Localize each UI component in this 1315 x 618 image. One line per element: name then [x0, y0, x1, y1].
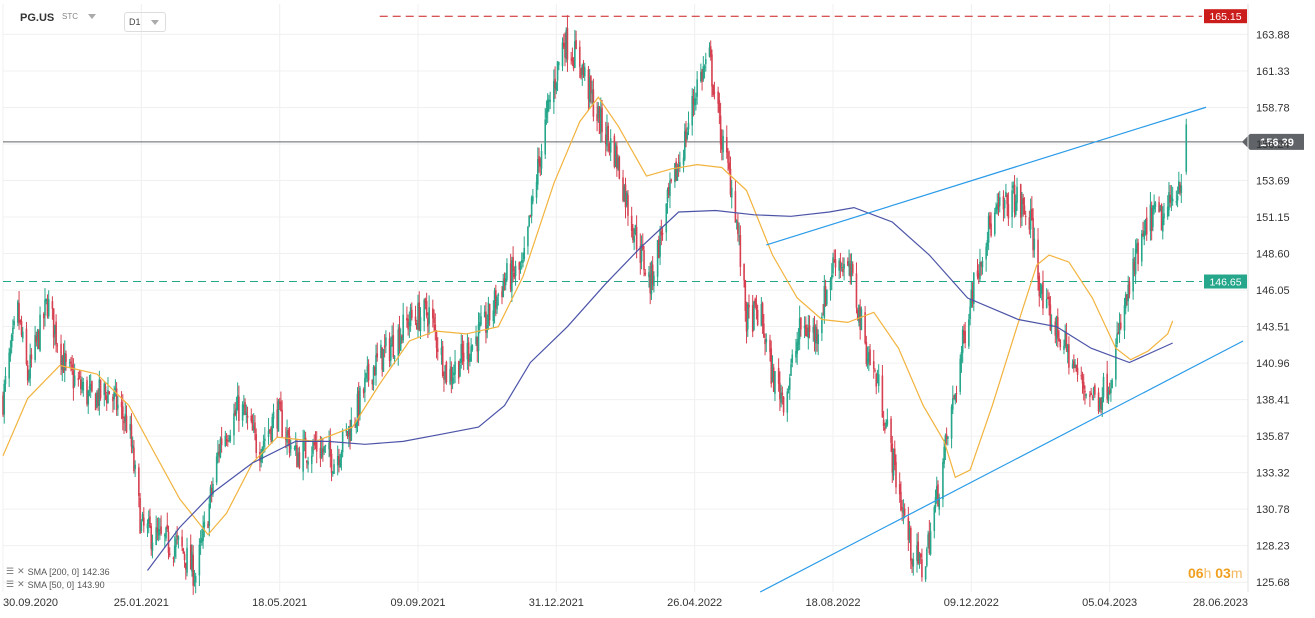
- settings-icon[interactable]: ☰: [6, 579, 15, 589]
- y-tick-label: 143.51: [1256, 322, 1290, 334]
- trendline-channel-upper: [766, 106, 1207, 246]
- y-tick-label: 125.68: [1256, 577, 1290, 589]
- candlestick-series: [2, 15, 1188, 595]
- x-tick-label: 18.08.2022: [805, 597, 860, 609]
- timeframe-select[interactable]: D1: [124, 12, 166, 32]
- y-tick-label: 128.23: [1256, 541, 1290, 553]
- support-label-box: [1204, 274, 1247, 289]
- y-tick-label: 138.41: [1256, 395, 1290, 407]
- y-tick-label: 156.24: [1256, 139, 1290, 151]
- x-tick-label: 09.12.2022: [944, 597, 999, 609]
- x-tick-label: 05.04.2023: [1082, 597, 1137, 609]
- y-tick-label: 140.96: [1256, 358, 1290, 370]
- timer-minutes: 03: [1215, 565, 1231, 581]
- x-tick-label: 09.09.2021: [390, 597, 445, 609]
- y-tick-label: 158.78: [1256, 103, 1290, 115]
- y-tick-label: 133.32: [1256, 468, 1290, 480]
- x-tick-label: 30.09.2020: [3, 597, 58, 609]
- instrument-type-label: STC: [62, 12, 78, 21]
- y-tick-label: 153.69: [1256, 176, 1290, 188]
- legend-sma50-label: SMA [50, 0]: [27, 579, 75, 590]
- support-label: 146.65: [1209, 277, 1241, 289]
- x-tick-label: 28.06.2023: [1193, 597, 1248, 609]
- chart-axes: 30.09.2020 25.01.2021 18.05.2021 09.09.2021…: [3, 4, 1290, 609]
- chevron-down-icon[interactable]: [88, 14, 96, 19]
- sma200-line: [147, 206, 1173, 571]
- current-price-label: 156.39: [1260, 137, 1294, 149]
- timer-hours-unit: h: [1203, 565, 1212, 581]
- close-icon[interactable]: ✕: [17, 566, 25, 576]
- legend-sma200-value: 142.36: [82, 566, 110, 577]
- candle-countdown: 06h 03m: [1188, 565, 1243, 581]
- y-tick-label: 130.78: [1256, 504, 1290, 516]
- y-tick-label: 151.15: [1256, 212, 1290, 224]
- resistance-label: 165.15: [1209, 11, 1241, 23]
- close-icon[interactable]: ✕: [17, 579, 25, 589]
- x-tick-label: 25.01.2021: [114, 597, 169, 609]
- legend-sma50[interactable]: ☰ ✕ SMA [50, 0] 143.90: [6, 579, 105, 590]
- chevron-down-icon: [150, 19, 159, 25]
- legend-sma50-value: 143.90: [77, 579, 105, 590]
- x-tick-label: 18.05.2021: [252, 597, 307, 609]
- timeframe-label: D1: [129, 17, 141, 27]
- x-tick-label: 31.12.2021: [529, 597, 584, 609]
- timer-hours: 06: [1188, 565, 1204, 581]
- instrument-type[interactable]: STC: [62, 12, 96, 21]
- current-price-tag: [1242, 133, 1304, 150]
- chart-grid: [2, 4, 1249, 592]
- y-tick-label: 148.60: [1256, 249, 1290, 261]
- legend-sma200-label: SMA [200, 0]: [27, 566, 80, 577]
- settings-icon[interactable]: ☰: [6, 566, 15, 576]
- y-tick-label: 146.05: [1256, 285, 1290, 297]
- sma50-line: [2, 96, 1174, 536]
- symbol-label[interactable]: PG.US: [20, 12, 55, 24]
- y-tick-label: 161.33: [1256, 66, 1290, 78]
- x-tick-label: 26.04.2022: [667, 597, 722, 609]
- resistance-label-box: [1204, 9, 1247, 24]
- trendline-channel-lower: [759, 340, 1244, 593]
- y-tick-label: 135.87: [1256, 431, 1290, 443]
- y-tick-label: 163.88: [1256, 29, 1290, 41]
- timer-minutes-unit: m: [1230, 565, 1243, 581]
- moving-averages: [2, 96, 1174, 571]
- trendlines: [759, 106, 1244, 593]
- horizontal-levels: 165.15 146.65 156.39: [3, 9, 1304, 289]
- legend-sma200[interactable]: ☰ ✕ SMA [200, 0] 142.36: [6, 566, 110, 577]
